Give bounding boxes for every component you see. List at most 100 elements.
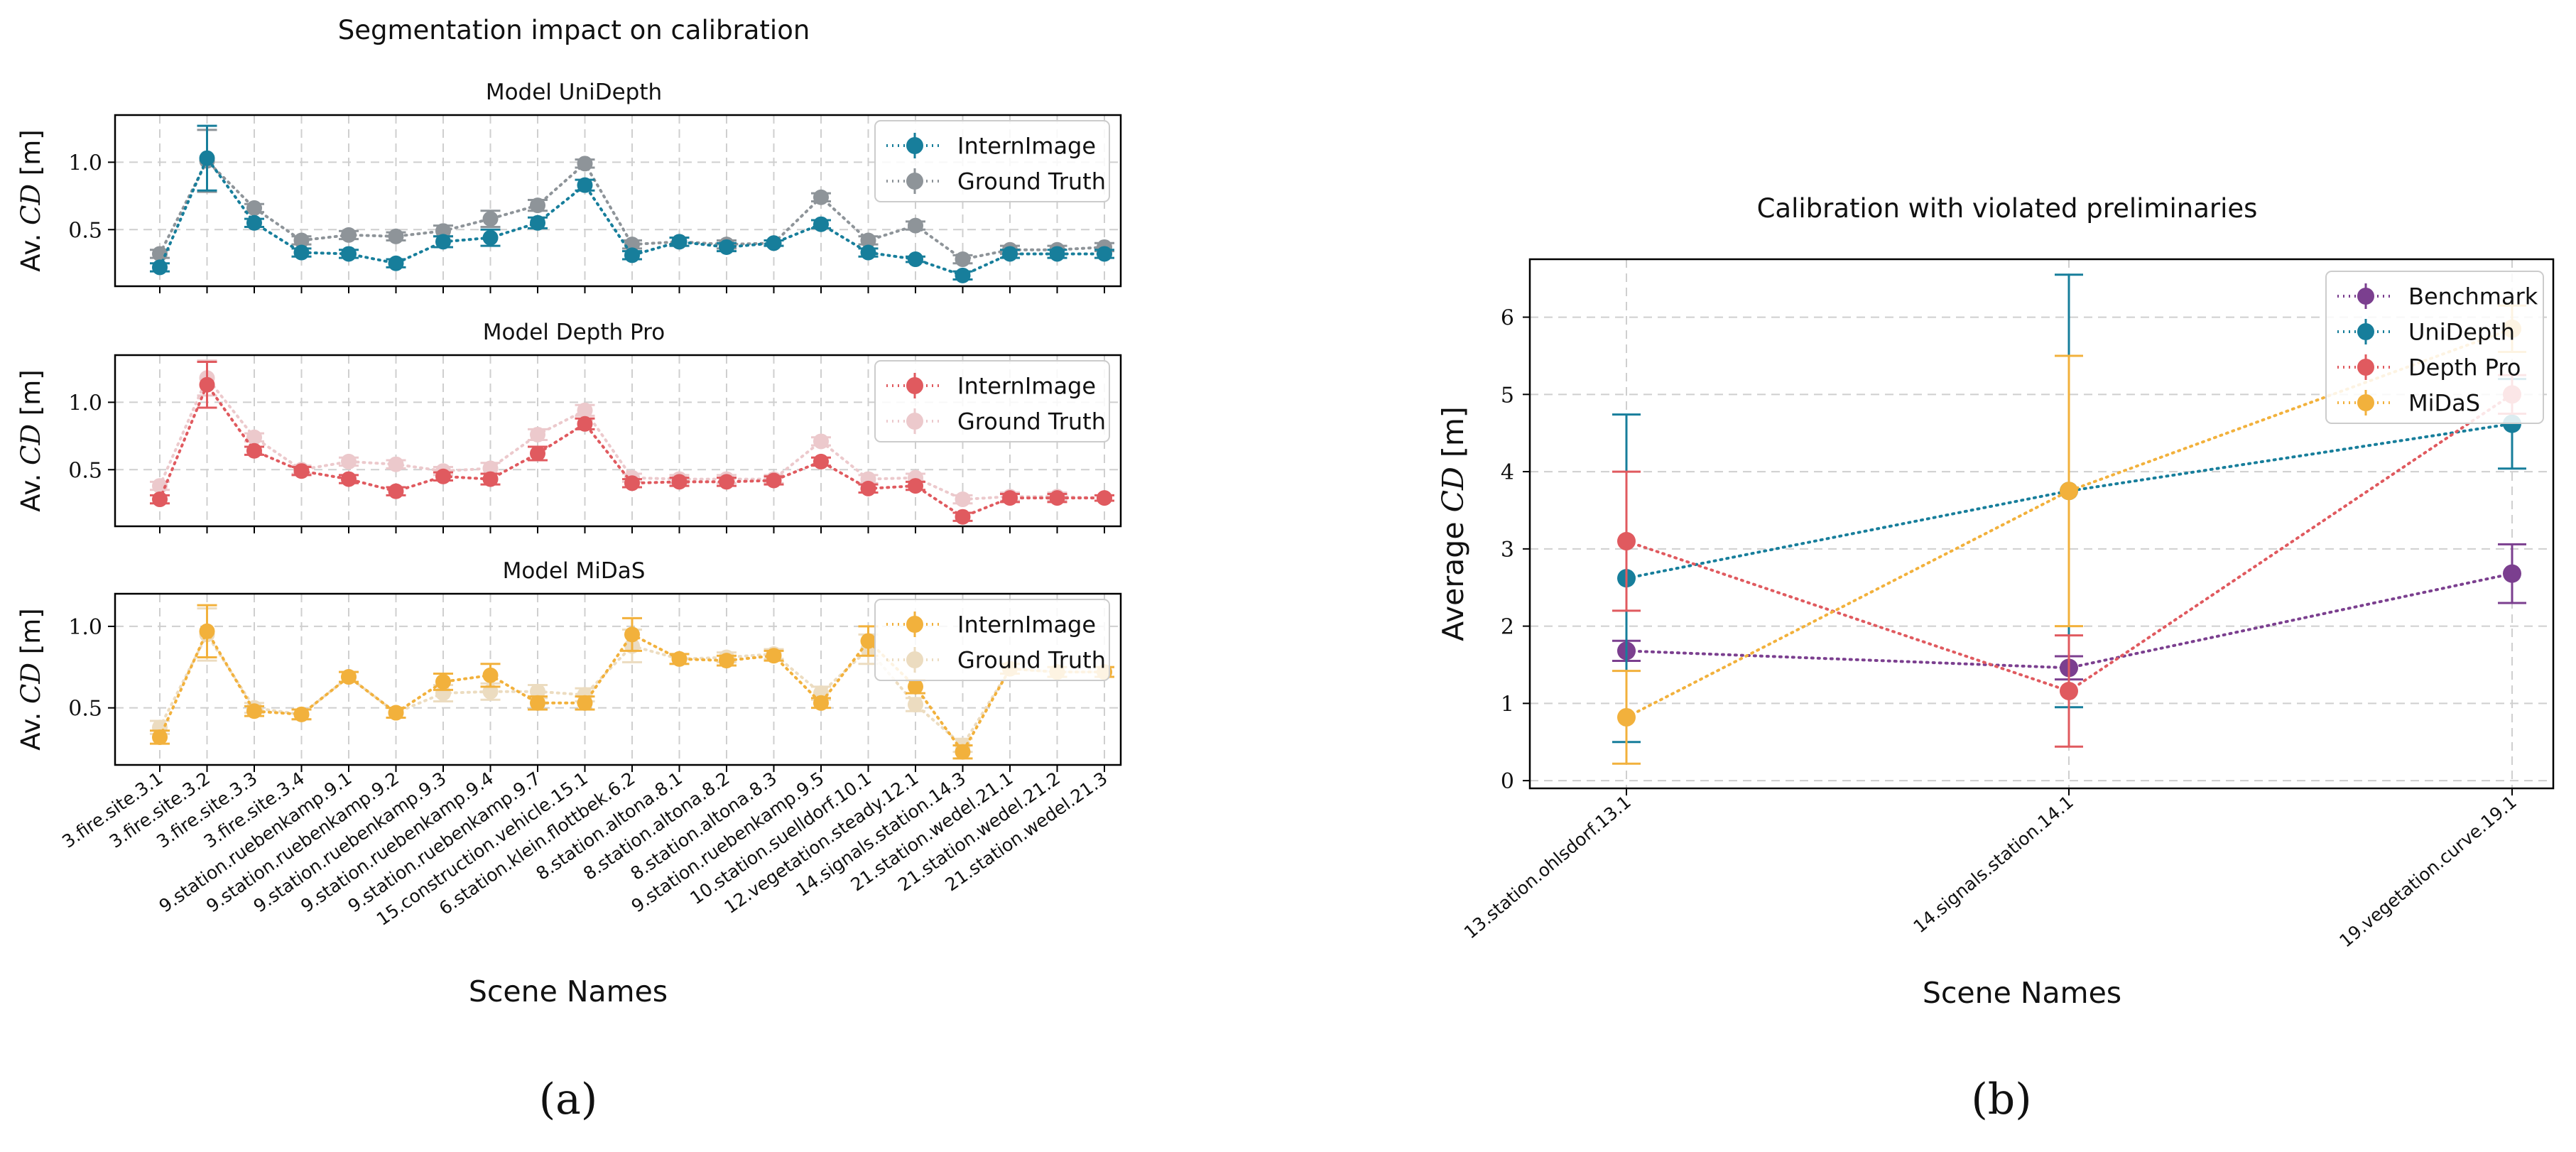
x-axis-label: Scene Names xyxy=(469,974,668,1009)
data-point xyxy=(813,433,829,450)
data-point xyxy=(577,415,593,432)
data-point xyxy=(1002,490,1018,506)
data-point xyxy=(955,267,971,283)
legend-marker xyxy=(906,616,923,633)
data-point xyxy=(388,255,404,271)
legend-label: InternImage xyxy=(957,133,1096,160)
data-point xyxy=(1097,490,1112,506)
data-point xyxy=(624,626,640,643)
y-axis-label: Av. CD [m] xyxy=(16,129,46,271)
data-point xyxy=(577,402,593,418)
data-point xyxy=(246,200,262,216)
series xyxy=(150,124,1114,283)
data-point xyxy=(955,251,971,268)
panel-a: Segmentation impact on calibration 0.5 1.0… xyxy=(16,15,1122,1124)
data-point xyxy=(341,471,357,487)
legend-entry: InternImage xyxy=(886,373,1096,400)
y-axis-label: Average CD [m] xyxy=(1436,406,1470,641)
data-point xyxy=(719,474,734,490)
legend-entry: UniDepth xyxy=(2337,319,2515,346)
y-tick-label: 0.5 xyxy=(68,218,102,243)
legend-box xyxy=(2325,271,2544,424)
data-point xyxy=(246,442,262,459)
data-point xyxy=(435,223,451,239)
legend-entry: MiDaS xyxy=(2337,390,2480,417)
data-point xyxy=(435,673,451,690)
y-tick-label: 1 xyxy=(1501,692,1514,717)
data-point xyxy=(293,706,310,722)
data-point xyxy=(1049,490,1065,506)
subplot-title: Model Depth Pro xyxy=(483,320,665,345)
subplot-title: Model UniDepth xyxy=(486,80,662,105)
axes-frame xyxy=(114,592,1122,766)
legend-box xyxy=(874,599,1110,681)
data-point xyxy=(482,229,499,246)
data-point xyxy=(2060,681,2078,700)
data-point xyxy=(199,623,215,639)
legend-marker xyxy=(906,651,923,668)
legend-box xyxy=(874,360,1110,442)
legend-label: MiDaS xyxy=(2408,390,2480,417)
data-point xyxy=(766,235,782,251)
data-point xyxy=(199,150,215,166)
data-point xyxy=(2060,482,2078,501)
data-point xyxy=(246,703,262,719)
y-tick-label: 0.5 xyxy=(68,458,102,483)
data-point xyxy=(577,177,593,193)
data-point xyxy=(341,453,357,469)
series-line xyxy=(1625,422,2513,580)
data-point xyxy=(1002,246,1018,262)
legend-marker xyxy=(2357,323,2374,340)
data-point xyxy=(388,483,404,499)
legend-marker xyxy=(906,173,923,190)
data-point xyxy=(152,246,168,262)
y-tick-label: 1.0 xyxy=(68,391,102,415)
data-point xyxy=(530,426,545,442)
data-point xyxy=(530,197,545,214)
data-point xyxy=(671,474,688,490)
y-tick-label: 1.0 xyxy=(68,615,102,640)
y-tick-label: 1.0 xyxy=(68,151,102,175)
data-point xyxy=(813,453,829,469)
data-point xyxy=(955,744,971,760)
y-axis-label: Av. CD [m] xyxy=(16,608,46,750)
data-point xyxy=(860,244,876,261)
data-point xyxy=(482,460,499,477)
data-point xyxy=(530,445,545,462)
legend-marker xyxy=(906,137,923,154)
data-point xyxy=(246,429,262,445)
axes-frame xyxy=(114,354,1122,528)
legend-entry: Benchmark xyxy=(2337,283,2538,310)
subplot-title: Model MiDaS xyxy=(503,558,646,584)
legend-label: InternImage xyxy=(957,612,1096,639)
y-tick-label: 5 xyxy=(1501,383,1514,408)
data-point xyxy=(860,232,876,249)
data-point xyxy=(719,239,734,255)
series-line xyxy=(158,155,1106,277)
y-tick-label: 4 xyxy=(1501,460,1514,485)
x-tick-label: 19.vegetation.curve.19.1 xyxy=(2335,791,2521,951)
data-point xyxy=(482,471,499,487)
data-point xyxy=(955,491,971,508)
legend-label: Benchmark xyxy=(2408,283,2538,310)
legend-entry: Ground Truth xyxy=(886,408,1106,435)
legend-entry: Depth Pro xyxy=(2337,354,2521,381)
data-point xyxy=(388,228,404,244)
data-point xyxy=(482,667,499,683)
data-point xyxy=(719,653,734,669)
data-point xyxy=(293,232,310,249)
y-tick-label: 2 xyxy=(1501,615,1514,640)
data-point xyxy=(530,695,545,711)
data-point xyxy=(624,475,640,491)
data-point xyxy=(152,491,168,508)
subplot: 0.5 1.0 Model Depth Pro Av. CD [m] InternIma… xyxy=(16,320,1122,533)
legend-label: Ground Truth xyxy=(957,168,1106,195)
data-point xyxy=(341,669,357,685)
legend-label: Ground Truth xyxy=(957,408,1106,435)
data-point xyxy=(293,244,310,261)
data-point xyxy=(766,648,782,664)
data-point xyxy=(152,478,168,494)
data-point xyxy=(293,463,310,479)
legend-marker xyxy=(906,377,923,394)
data-point xyxy=(908,678,923,695)
